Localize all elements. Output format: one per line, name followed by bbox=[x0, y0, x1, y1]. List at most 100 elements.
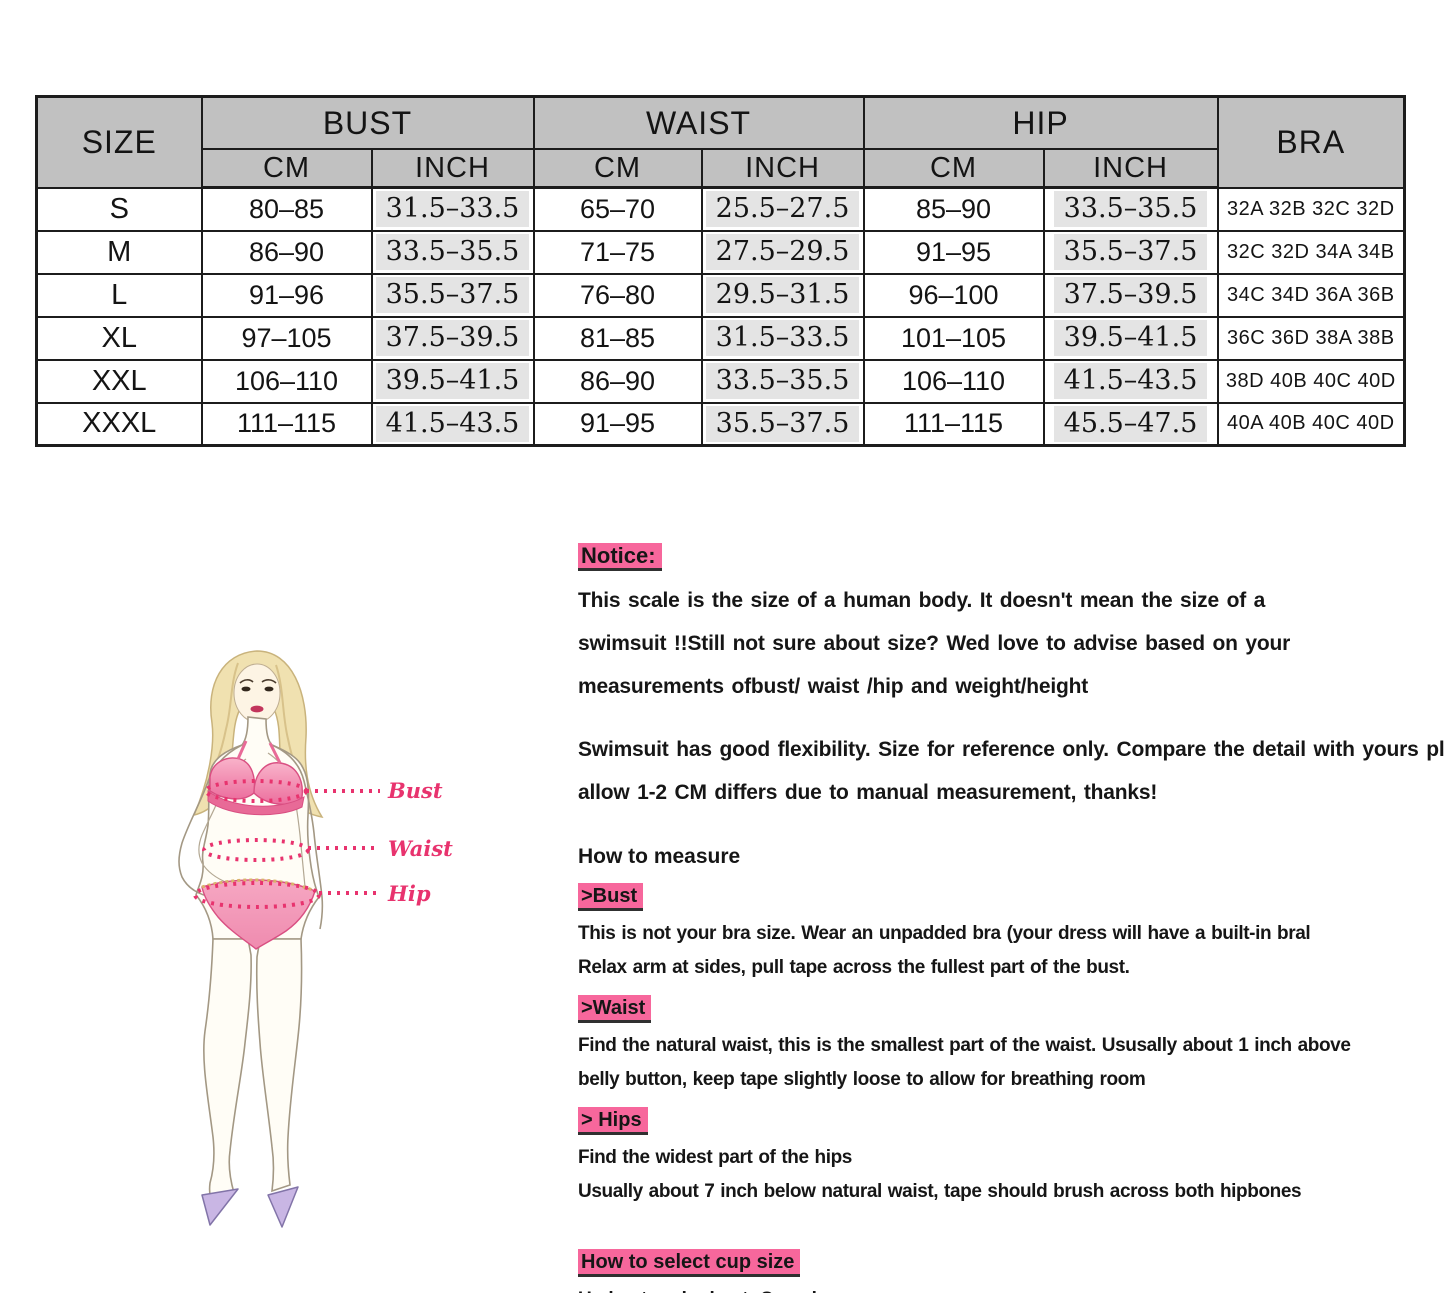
bust-inch-value: 31.5–33.5 bbox=[370, 186, 535, 232]
waist-cm-value: 65–70 bbox=[532, 186, 703, 232]
bust-inch-value: 33.5–35.5 bbox=[370, 229, 535, 275]
table-row: M 86–90 33.5–35.5 71–75 27.5–29.5 91–95 … bbox=[35, 229, 1406, 275]
waist-inch-text: 25.5–27.5 bbox=[705, 191, 860, 228]
hips-line: Usually about 7 inch below natural waist… bbox=[578, 1181, 1302, 1202]
bikini-top-left-cup bbox=[209, 757, 256, 800]
flexibility-paragraph: Swimsuit has good flexibility. Size for … bbox=[578, 728, 1445, 814]
bust-line: Relax arm at sides, pull tape across the… bbox=[578, 957, 1130, 978]
waist-inch-value: 33.5–35.5 bbox=[700, 358, 865, 404]
hip-cm-value: 106–110 bbox=[862, 358, 1045, 404]
bust-inch-text: 35.5–37.5 bbox=[375, 277, 530, 313]
hip-inch-value: 33.5–35.5 bbox=[1042, 186, 1219, 232]
hip-inch-text: 37.5–39.5 bbox=[1053, 277, 1208, 313]
right-arm-outline bbox=[271, 744, 324, 930]
subheader-bust-cm: CM bbox=[200, 148, 373, 189]
flexibility-line: allow 1-2 CM differs due to manual measu… bbox=[578, 781, 1158, 804]
bust-cm-value: 80–85 bbox=[200, 186, 373, 232]
waist-inch-value: 27.5–29.5 bbox=[700, 229, 865, 275]
hip-inch-text: 45.5–47.5 bbox=[1053, 405, 1208, 442]
bra-value: 32C 32D 34A 34B bbox=[1216, 229, 1406, 275]
bust-heading-row: >Bust bbox=[578, 883, 1445, 911]
hip-inch-value: 39.5–41.5 bbox=[1042, 315, 1219, 361]
hip-inch-text: 41.5–43.5 bbox=[1053, 363, 1208, 399]
waist-inch-text: 33.5–35.5 bbox=[705, 363, 860, 399]
bust-inch-text: 37.5–39.5 bbox=[375, 320, 530, 356]
subheader-bust-inch: INCH bbox=[370, 148, 535, 189]
bust-inch-value: 37.5–39.5 bbox=[370, 315, 535, 361]
bust-inch-value: 35.5–37.5 bbox=[370, 272, 535, 318]
hip-cm-value: 91–95 bbox=[862, 229, 1045, 275]
table-row: L 91–96 35.5–37.5 76–80 29.5–31.5 96–100… bbox=[35, 272, 1406, 318]
waist-cm-value: 86–90 bbox=[532, 358, 703, 404]
right-eyebrow bbox=[261, 679, 277, 684]
bra-value: 34C 34D 36A 36B bbox=[1216, 272, 1406, 318]
subheader-waist-cm: CM bbox=[532, 148, 703, 189]
hip-cm-value: 101–105 bbox=[862, 315, 1045, 361]
size-value: XXXL bbox=[35, 401, 203, 447]
left-eye bbox=[241, 686, 251, 692]
notice-line: swimsuit !!Still not sure about size? We… bbox=[578, 632, 1291, 655]
cup-section-heading: How to select cup size bbox=[578, 1249, 801, 1277]
hip-inch-text: 39.5–41.5 bbox=[1053, 320, 1208, 356]
bust-line: This is not your bra size. Wear an unpad… bbox=[578, 923, 1311, 944]
bust-inch-text: 31.5–33.5 bbox=[375, 191, 530, 228]
bra-value: 38D 40B 40C 40D bbox=[1216, 358, 1406, 404]
waist-paragraph: Find the natural waist, this is the smal… bbox=[578, 1029, 1445, 1097]
bust-cm-value: 111–115 bbox=[200, 401, 373, 447]
size-value: S bbox=[35, 186, 203, 232]
waist-cm-value: 81–85 bbox=[532, 315, 703, 361]
bust-cm-value: 97–105 bbox=[200, 315, 373, 361]
waist-line: belly button, keep tape slightly loose t… bbox=[578, 1069, 1146, 1090]
size-value: XL bbox=[35, 315, 203, 361]
hip-inch-text: 35.5–37.5 bbox=[1053, 234, 1208, 270]
cup-heading-row: How to select cup size bbox=[578, 1249, 1445, 1277]
how-to-measure-heading: How to measure bbox=[578, 845, 741, 868]
woman-sketch-illustration: Bust Waist Hip bbox=[178, 650, 453, 1228]
hip-inch-value: 41.5–43.5 bbox=[1042, 358, 1219, 404]
waist-inch-value: 35.5–37.5 bbox=[700, 401, 865, 447]
table-row: S 80–85 31.5–33.5 65–70 25.5–27.5 85–90 … bbox=[35, 186, 1406, 232]
notice-heading-row: Notice: bbox=[578, 543, 1445, 571]
right-shoe bbox=[267, 1186, 299, 1228]
bust-paragraph: This is not your bra size. Wear an unpad… bbox=[578, 917, 1445, 985]
right-leg-shape bbox=[255, 938, 303, 1193]
hip-cm-value: 96–100 bbox=[862, 272, 1045, 318]
table-row: XL 97–105 37.5–39.5 81–85 31.5–33.5 101–… bbox=[35, 315, 1406, 361]
waist-inch-text: 29.5–31.5 bbox=[705, 277, 860, 313]
bra-value: 36C 36D 38A 38B bbox=[1216, 315, 1406, 361]
hips-section-heading: > Hips bbox=[578, 1107, 648, 1135]
waist-inch-value: 31.5–33.5 bbox=[700, 315, 865, 361]
waist-cm-value: 76–80 bbox=[532, 272, 703, 318]
waist-cm-value: 71–75 bbox=[532, 229, 703, 275]
bust-inch-text: 39.5–41.5 bbox=[375, 363, 530, 399]
table-row: XXXL 111–115 41.5–43.5 91–95 35.5–37.5 1… bbox=[35, 401, 1406, 447]
bikini-bottom-waistband bbox=[201, 878, 316, 893]
waist-inch-value: 25.5–27.5 bbox=[700, 186, 865, 232]
bikini-top-band bbox=[207, 790, 305, 816]
hips-heading-row: > Hips bbox=[578, 1107, 1445, 1135]
bikini-strap-left bbox=[236, 740, 248, 760]
col-header-size: SIZE bbox=[35, 95, 203, 189]
flexibility-line: Swimsuit has good flexibility. Size for … bbox=[578, 738, 1445, 761]
col-header-hip: HIP bbox=[862, 95, 1219, 150]
subheader-hip-cm: CM bbox=[862, 148, 1045, 189]
waist-line: Find the natural waist, this is the smal… bbox=[578, 1035, 1351, 1056]
notice-line: measurements ofbust/ waist /hip and weig… bbox=[578, 675, 1089, 698]
hip-inch-value: 35.5–37.5 bbox=[1042, 229, 1219, 275]
col-header-waist: WAIST bbox=[532, 95, 865, 150]
bust-inch-value: 39.5–41.5 bbox=[370, 358, 535, 404]
size-value: M bbox=[35, 229, 203, 275]
waist-inch-text: 27.5–29.5 bbox=[705, 234, 860, 270]
left-shoe bbox=[201, 1188, 239, 1226]
bra-value: 32A 32B 32C 32D bbox=[1216, 186, 1406, 232]
left-eyebrow bbox=[239, 679, 254, 684]
hip-cm-value: 85–90 bbox=[862, 186, 1045, 232]
left-leg-shape bbox=[203, 938, 252, 1202]
waist-heading-row: >Waist bbox=[578, 995, 1445, 1023]
col-header-bust: BUST bbox=[200, 95, 535, 150]
hip-inch-value: 37.5–39.5 bbox=[1042, 272, 1219, 318]
waist-section-heading: >Waist bbox=[578, 995, 652, 1023]
col-header-bra: BRA bbox=[1216, 95, 1406, 189]
measurement-figure: Bust Waist Hip bbox=[150, 645, 490, 1240]
